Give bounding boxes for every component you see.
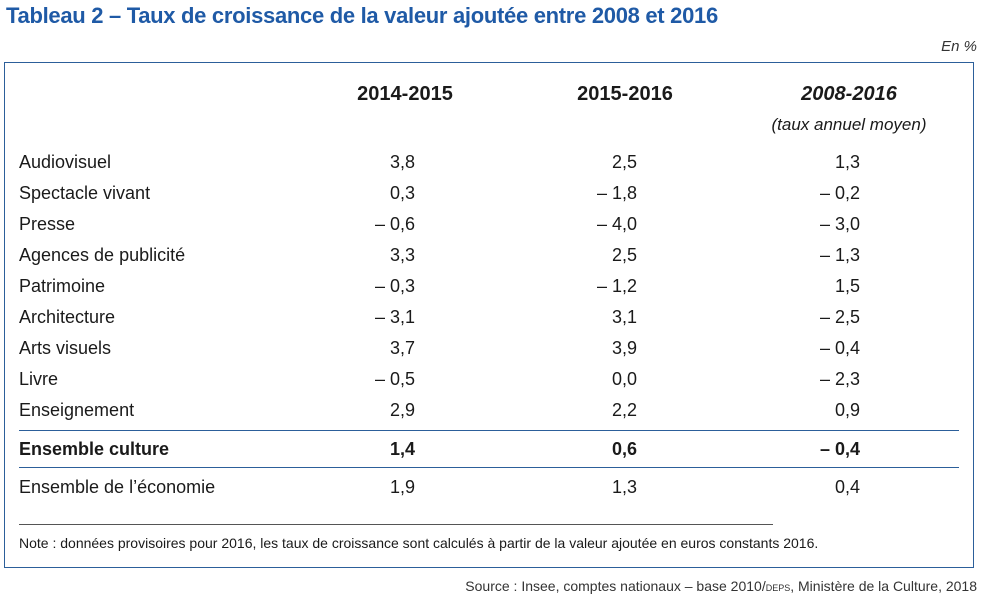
cell-value: – 4,0 bbox=[596, 214, 637, 234]
cell-value: – 0,4 bbox=[819, 439, 860, 459]
table-row: Spectacle vivant 0,3 – 1,8 – 0,2 bbox=[5, 179, 973, 210]
table-note: Note : données provisoires pour 2016, le… bbox=[19, 535, 819, 551]
table-row: Presse – 0,6 – 4,0 – 3,0 bbox=[5, 210, 973, 241]
table-frame: 2014-2015 2015-2016 2008-2016 (taux annu… bbox=[4, 62, 974, 568]
row-label: Enseignement bbox=[19, 400, 135, 420]
source-text-end: , Ministère de la Culture, 2018 bbox=[790, 578, 977, 594]
cell-value: 1,3 bbox=[834, 152, 860, 172]
cell-value: – 3,1 bbox=[374, 307, 415, 327]
cell-value: – 0,2 bbox=[819, 183, 860, 203]
column-header-2015-2016: 2015-2016 bbox=[577, 83, 673, 105]
row-label: Agences de publicité bbox=[19, 245, 186, 265]
cell-value: 0,3 bbox=[389, 183, 415, 203]
cell-value: 0,0 bbox=[611, 369, 637, 389]
table-row: Agences de publicité 3,3 2,5 – 1,3 bbox=[5, 241, 973, 272]
cell-value: – 0,4 bbox=[819, 338, 860, 358]
cell-value: – 2,5 bbox=[819, 307, 860, 327]
cell-value: – 3,0 bbox=[819, 214, 860, 234]
source-line: Source : Insee, comptes nationaux – base… bbox=[465, 578, 977, 594]
row-label: Architecture bbox=[19, 307, 116, 327]
cell-value: – 0,6 bbox=[374, 214, 415, 234]
cell-value: 1,4 bbox=[389, 439, 415, 459]
table-row: Audiovisuel 3,8 2,5 1,3 bbox=[5, 148, 973, 179]
cell-value: 1,5 bbox=[834, 276, 860, 296]
cell-value: – 1,2 bbox=[596, 276, 637, 296]
cell-value: 3,7 bbox=[389, 338, 415, 358]
total-economy-row: Ensemble de l’économie 1,9 1,3 0,4 bbox=[5, 473, 973, 504]
cell-value: 1,3 bbox=[611, 477, 637, 497]
unit-label: En % bbox=[941, 38, 977, 55]
table-row: Architecture – 3,1 3,1 – 2,5 bbox=[5, 303, 973, 334]
cell-value: 3,8 bbox=[389, 152, 415, 172]
table-row: Patrimoine – 0,3 – 1,2 1,5 bbox=[5, 272, 973, 303]
row-label: Ensemble de l’économie bbox=[19, 477, 216, 497]
source-deps: deps bbox=[765, 579, 791, 594]
cell-value: 2,5 bbox=[611, 245, 637, 265]
cell-value: – 1,3 bbox=[819, 245, 860, 265]
cell-value: 3,9 bbox=[611, 338, 637, 358]
row-label: Arts visuels bbox=[19, 338, 112, 358]
cell-value: 0,6 bbox=[611, 439, 637, 459]
row-label: Ensemble culture bbox=[19, 439, 170, 459]
row-label: Audiovisuel bbox=[19, 152, 112, 172]
note-divider bbox=[19, 524, 773, 525]
table-title: Tableau 2 – Taux de croissance de la val… bbox=[6, 3, 718, 28]
cell-value: 0,9 bbox=[834, 400, 860, 420]
source-text: Source : Insee, comptes nationaux – base… bbox=[465, 578, 766, 594]
cell-value: – 2,3 bbox=[819, 369, 860, 389]
cell-value: 0,4 bbox=[834, 477, 860, 497]
row-label: Spectacle vivant bbox=[19, 183, 151, 203]
cell-value: 2,2 bbox=[611, 400, 637, 420]
table-row: Arts visuels 3,7 3,9 – 0,4 bbox=[5, 334, 973, 365]
cell-value: – 0,5 bbox=[374, 369, 415, 389]
row-label: Presse bbox=[19, 214, 76, 234]
row-label: Patrimoine bbox=[19, 276, 106, 296]
table-row: Livre – 0,5 0,0 – 2,3 bbox=[5, 365, 973, 396]
column-subheader: (taux annuel moyen) bbox=[771, 115, 927, 134]
column-header-2008-2016: 2008-2016 bbox=[801, 83, 897, 105]
table-row: Enseignement 2,9 2,2 0,9 bbox=[5, 396, 973, 427]
row-label: Livre bbox=[19, 369, 59, 389]
cell-value: 1,9 bbox=[389, 477, 415, 497]
cell-value: 3,3 bbox=[389, 245, 415, 265]
cell-value: – 1,8 bbox=[596, 183, 637, 203]
divider-line bbox=[19, 430, 959, 431]
cell-value: 2,9 bbox=[389, 400, 415, 420]
cell-value: 3,1 bbox=[611, 307, 637, 327]
divider-line bbox=[19, 467, 959, 468]
cell-value: – 0,3 bbox=[374, 276, 415, 296]
column-header-2014-2015: 2014-2015 bbox=[357, 83, 453, 105]
cell-value: 2,5 bbox=[611, 152, 637, 172]
total-culture-row: Ensemble culture 1,4 0,6 – 0,4 bbox=[5, 435, 973, 466]
